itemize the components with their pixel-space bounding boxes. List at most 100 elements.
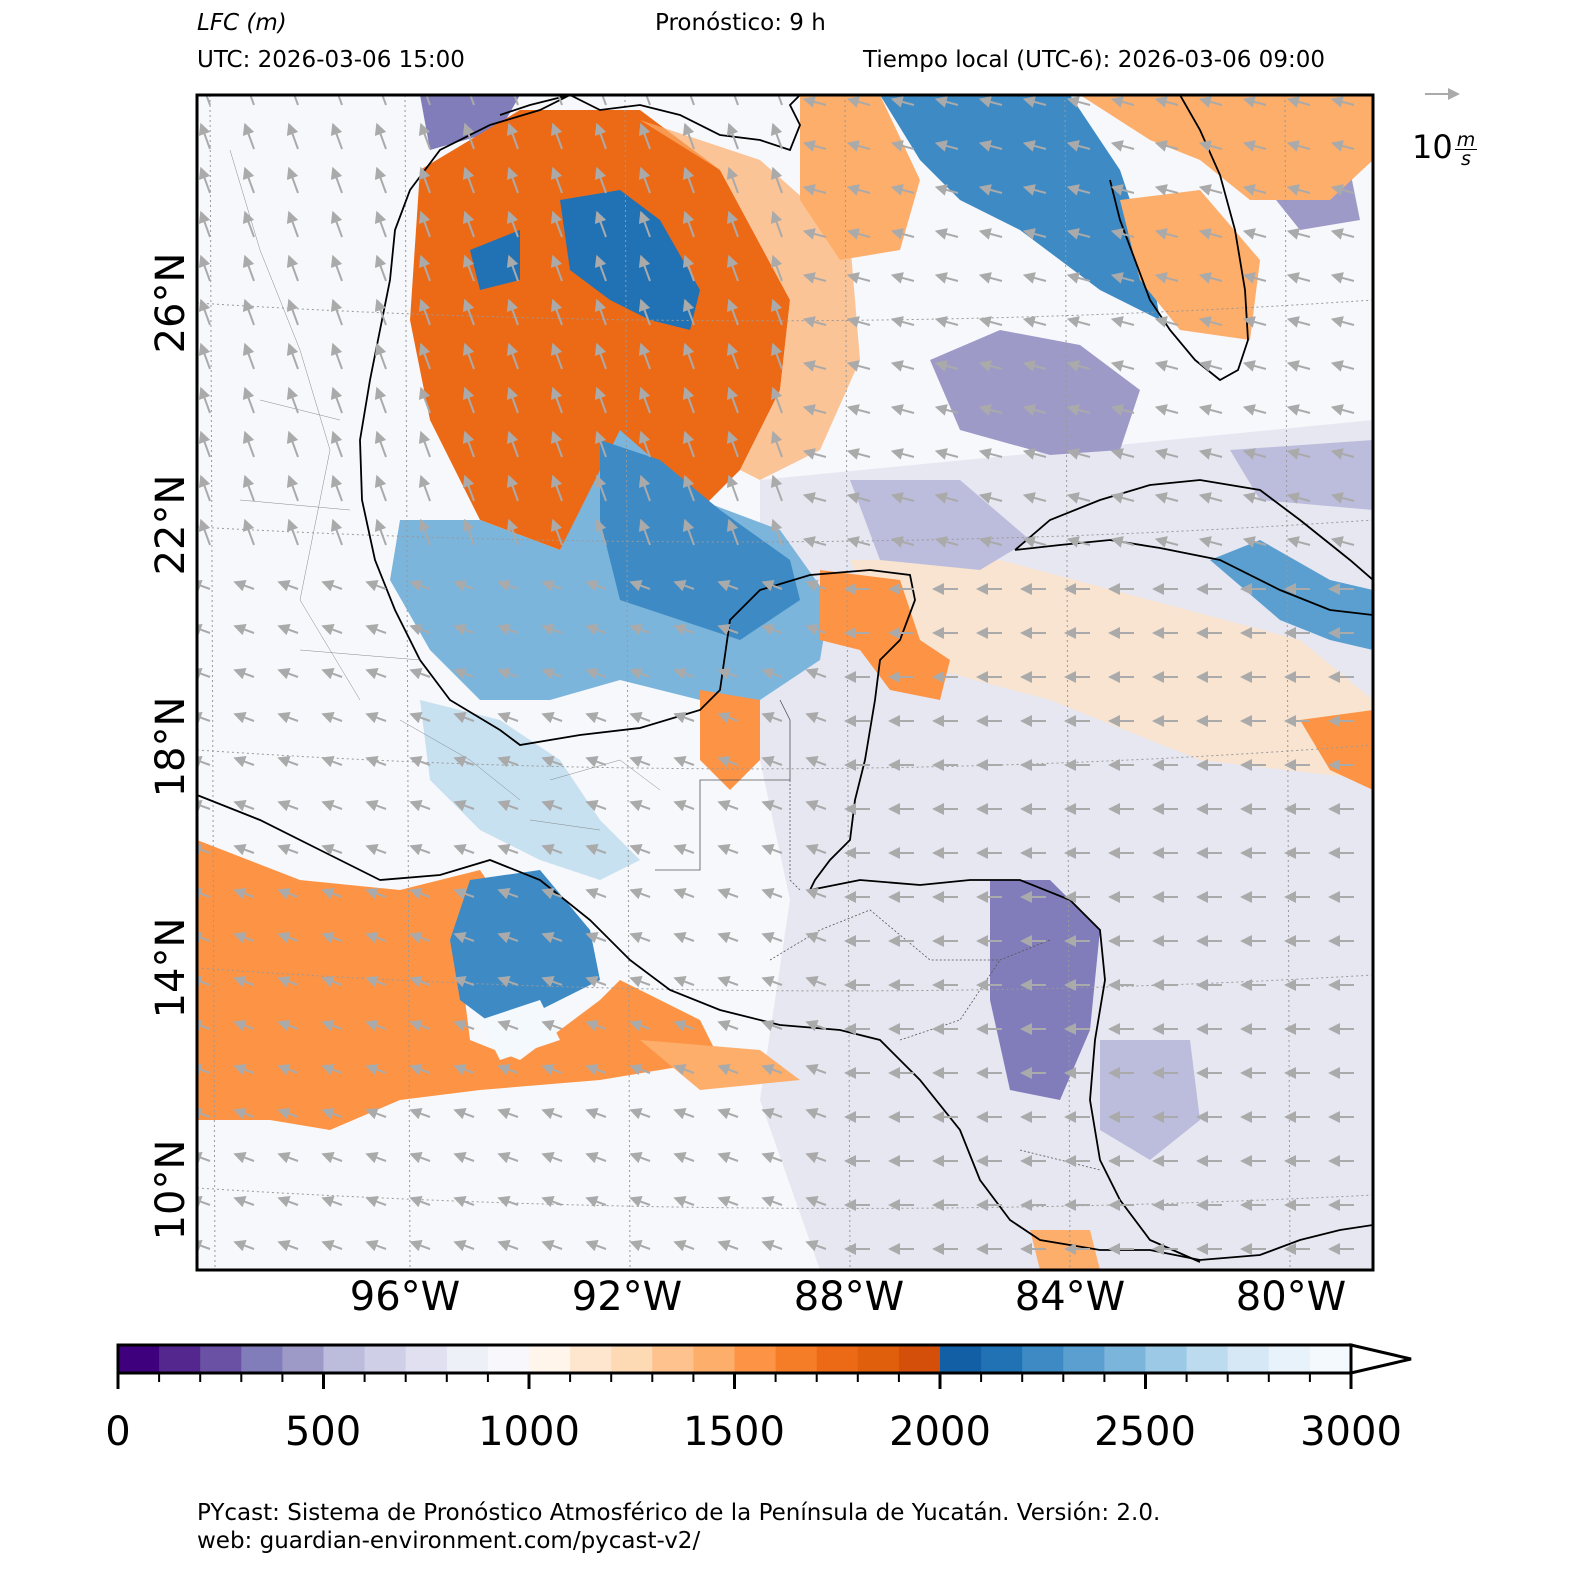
wind-arrow <box>374 122 387 150</box>
wind-arrow <box>1110 404 1135 416</box>
wind-arrow <box>890 140 915 152</box>
wind-arrow <box>337 95 343 106</box>
wind-arrow <box>585 623 607 636</box>
wind-arrow <box>585 579 607 592</box>
wind-arrow <box>550 518 563 546</box>
wind-arrow <box>365 1195 387 1208</box>
lon-label-92: 92°W <box>572 1274 682 1320</box>
wind-arrow <box>233 1107 255 1120</box>
wind-arrow <box>673 1063 695 1076</box>
wind-arrow <box>1154 316 1179 328</box>
wind-arrow <box>805 623 827 636</box>
wind-arrow <box>506 342 519 370</box>
wind-arrow <box>717 1195 739 1208</box>
wind-arrow <box>1330 360 1355 372</box>
wind-arrow <box>1198 316 1223 328</box>
wind-arrow <box>978 404 1003 416</box>
colorbar-segment <box>241 1345 283 1373</box>
wind-arrow <box>198 386 211 414</box>
wind-arrow <box>1286 404 1311 416</box>
wind-arrow <box>277 975 299 988</box>
wind-arrow <box>277 887 299 900</box>
lat-label-18: 18°N <box>148 697 194 798</box>
wind-arrow <box>717 1151 739 1164</box>
wind-arrow <box>717 711 739 724</box>
wind-arrow <box>198 254 211 282</box>
wind-arrow <box>594 474 607 502</box>
wind-arrow <box>1154 360 1179 372</box>
wind-arrow <box>629 1239 651 1252</box>
wind-arrow <box>761 755 783 768</box>
wind-arrow <box>541 975 563 988</box>
wind-arrow <box>513 95 519 106</box>
colorbar-segment <box>940 1345 982 1373</box>
wind-arrow <box>726 298 739 326</box>
wind-arrow <box>978 184 1003 196</box>
wind-arrow <box>197 1239 211 1252</box>
wind-arrow <box>550 474 563 502</box>
colorbar-segment <box>1309 1345 1352 1373</box>
wind-arrow <box>717 623 739 636</box>
wind-arrow <box>330 122 343 150</box>
wind-arrow <box>1242 448 1267 460</box>
wind-arrow <box>594 518 607 546</box>
border-nicaragua <box>899 959 1001 1041</box>
wind-arrow <box>462 474 475 502</box>
colorbar-segment <box>1145 1345 1188 1373</box>
coast-tx-north <box>499 95 571 116</box>
wind-arrow <box>934 184 959 196</box>
wind-arrow <box>673 755 695 768</box>
wind-arrow <box>638 254 651 282</box>
wind-arrow <box>601 95 607 106</box>
wind-arrow <box>409 931 431 944</box>
wind-arrow <box>673 711 695 724</box>
wind-arrow <box>330 518 343 546</box>
lat-label-10: 10°N <box>148 1140 194 1241</box>
wind-arrow <box>541 1239 563 1252</box>
wind-arrow <box>233 1019 255 1032</box>
wind-arrow <box>1022 448 1047 460</box>
wind-arrow <box>761 667 783 680</box>
wind-arrow <box>761 711 783 724</box>
colorbar-segment <box>1063 1345 1105 1373</box>
wind-arrow <box>1022 492 1047 504</box>
wind-arrow <box>1154 228 1179 240</box>
wind-arrow <box>1110 184 1135 196</box>
wind-arrow <box>585 1239 607 1252</box>
wind-arrow <box>242 342 255 370</box>
wind-arrow <box>761 1063 783 1076</box>
wind-arrow <box>462 342 475 370</box>
wind-arrow <box>286 166 299 194</box>
wind-arrow <box>846 96 871 108</box>
colorbar-segment <box>1022 1345 1064 1373</box>
cbar-label-1000: 1000 <box>478 1409 580 1455</box>
wind-arrow <box>409 843 431 856</box>
colorbar-segment <box>118 1345 160 1373</box>
wind-arrow <box>550 430 563 458</box>
field-blue-gulf-2 <box>470 230 520 290</box>
wind-arrow <box>418 342 431 370</box>
wind-arrow <box>409 711 431 724</box>
wind-arrow <box>462 430 475 458</box>
wind-arrow <box>197 579 211 592</box>
wind-arrow <box>497 623 519 636</box>
wind-arrow <box>233 843 255 856</box>
wind-arrow <box>585 711 607 724</box>
wind-arrow <box>629 1063 651 1076</box>
wind-arrow <box>770 386 783 414</box>
wind-arrow <box>286 386 299 414</box>
wind-arrow <box>1110 536 1135 548</box>
wind-arrow <box>802 316 827 328</box>
wind-arrow <box>242 210 255 238</box>
wind-arrow <box>550 166 563 194</box>
local-time: Tiempo local (UTC-6): 2026-03-06 09:00 <box>863 47 1325 73</box>
border-mx-interior <box>229 149 661 831</box>
wind-arrow <box>717 1239 739 1252</box>
wind-arrow <box>374 386 387 414</box>
wind-arrow <box>890 316 915 328</box>
wind-arrow <box>1198 96 1223 108</box>
wind-arrow <box>365 975 387 988</box>
wind-arrow <box>682 386 695 414</box>
wind-arrows <box>197 95 1355 1255</box>
wind-arrow <box>594 386 607 414</box>
